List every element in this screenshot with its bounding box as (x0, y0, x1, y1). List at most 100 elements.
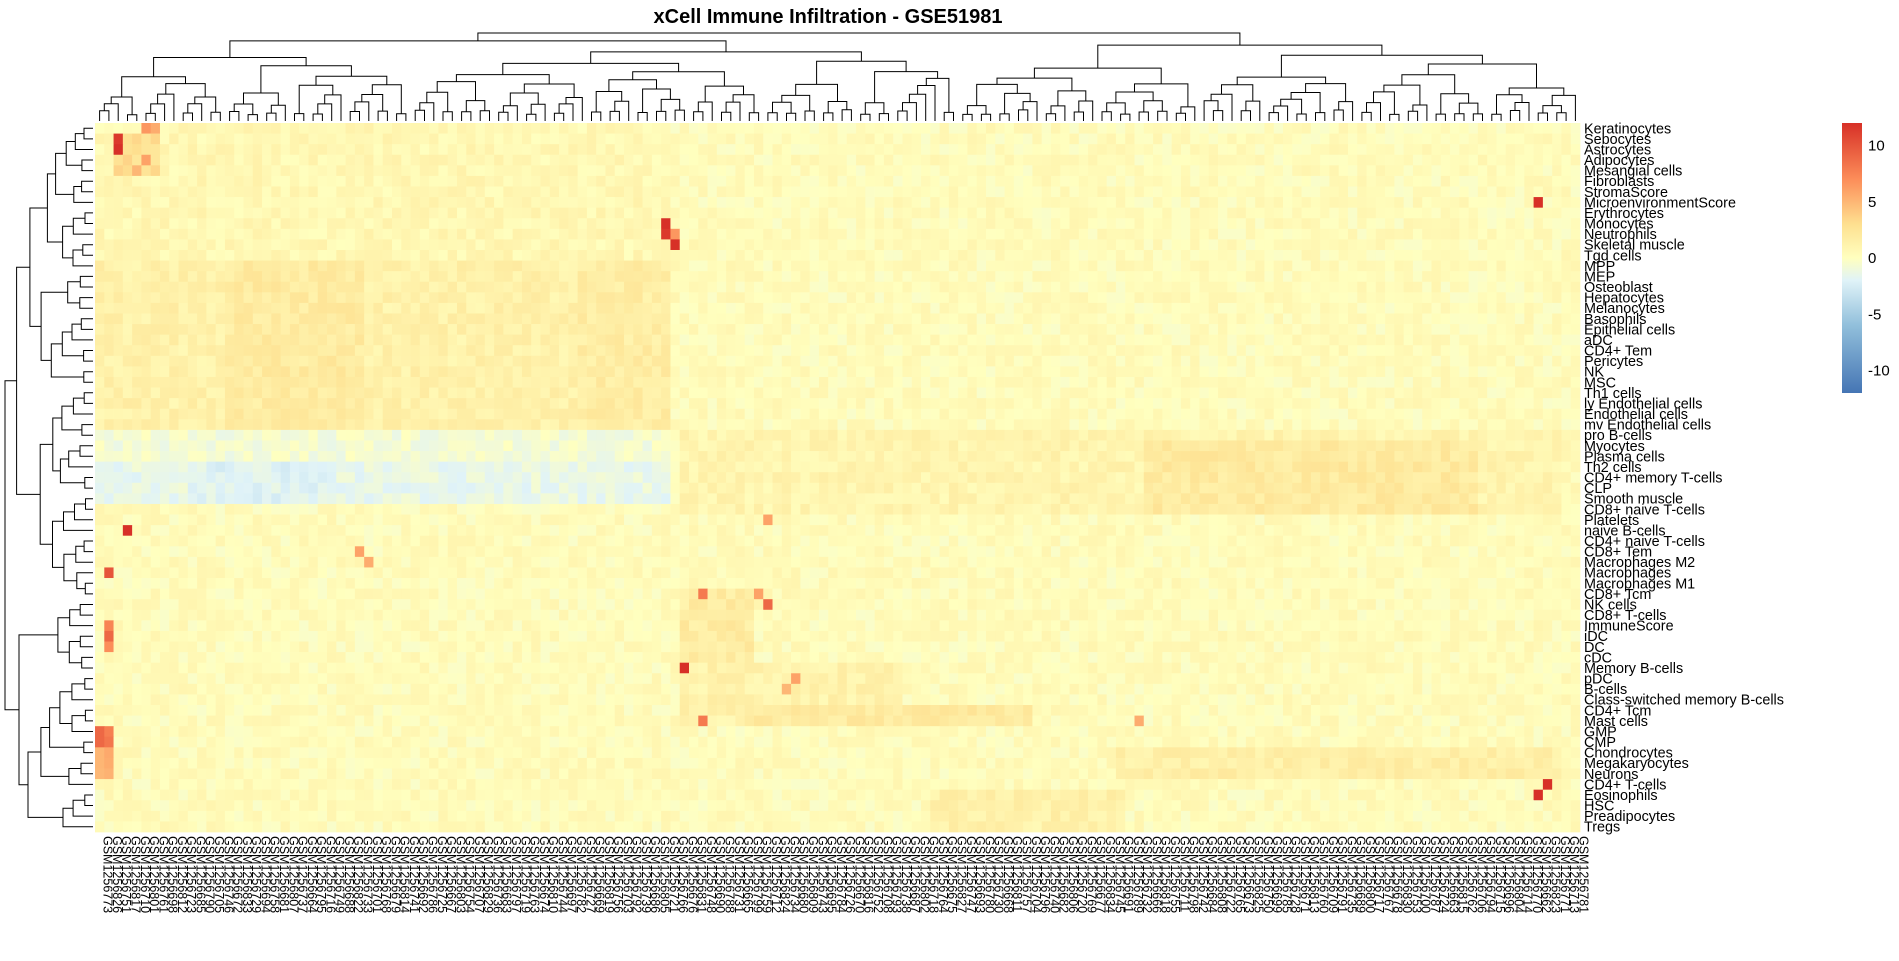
heatmap-cell (1190, 144, 1200, 156)
heatmap-cell (670, 154, 681, 166)
heatmap-cell (781, 144, 792, 156)
heatmap-cell (586, 387, 597, 399)
heatmap-cell (1180, 207, 1191, 219)
dendrogram-branch (210, 111, 221, 121)
heatmap-cell (1218, 334, 1228, 346)
heatmap-cell (1023, 292, 1033, 304)
heatmap-cell (1162, 218, 1172, 230)
heatmap-cell (707, 345, 718, 357)
heatmap-cell (1542, 249, 1553, 261)
heatmap-cell (856, 249, 866, 261)
heatmap-cell (828, 324, 838, 335)
heatmap-cell (670, 207, 681, 219)
heatmap-cell (1542, 324, 1553, 335)
heatmap-cell (1385, 302, 1395, 314)
heatmap-cell (1515, 355, 1525, 367)
heatmap-cell (921, 186, 931, 198)
heatmap-cell (540, 260, 551, 272)
heatmap-cell (206, 324, 217, 335)
heatmap-cell (948, 218, 959, 230)
heatmap-cell (392, 175, 402, 187)
heatmap-cell (354, 324, 365, 335)
heatmap-cell (1023, 355, 1033, 367)
dendrogram-branch (75, 545, 93, 563)
heatmap-cell (661, 123, 671, 134)
heatmap-cell (1403, 398, 1414, 410)
heatmap-cell (354, 218, 365, 230)
heatmap-cell (651, 324, 662, 335)
heatmap-cell (716, 334, 727, 346)
heatmap-cell (1069, 292, 1080, 304)
heatmap-cell (234, 175, 244, 187)
heatmap-cell (150, 387, 161, 399)
dendrogram-branch (748, 112, 760, 121)
heatmap-cell (633, 408, 643, 420)
heatmap-cell (763, 408, 773, 420)
heatmap-cell (494, 186, 504, 198)
heatmap-cell (280, 165, 291, 177)
heatmap-cell (1320, 387, 1330, 399)
heatmap-cell (1292, 387, 1302, 399)
heatmap-cell (902, 387, 913, 399)
heatmap-cell (1162, 144, 1172, 156)
heatmap-cell (215, 144, 226, 156)
heatmap-cell (95, 144, 105, 156)
heatmap-cell (1375, 302, 1386, 314)
heatmap-cell (902, 165, 913, 177)
heatmap-cell (521, 133, 532, 145)
heatmap-cell (995, 228, 1005, 240)
heatmap-cell (1190, 123, 1200, 134)
heatmap-cell (466, 175, 476, 187)
heatmap-cell (1515, 366, 1525, 378)
heatmap-cell (1422, 355, 1432, 367)
heatmap-cell (1069, 207, 1080, 219)
heatmap-cell (689, 165, 699, 177)
heatmap-cell (948, 133, 959, 145)
heatmap-cell (354, 376, 365, 388)
heatmap-cell (874, 249, 885, 261)
heatmap-cell (364, 387, 374, 399)
heatmap-cell (1273, 228, 1284, 240)
heatmap-cell (1477, 228, 1488, 240)
heatmap-cell (1255, 207, 1265, 219)
heatmap-cell (1440, 302, 1451, 314)
heatmap-cell (1487, 387, 1497, 399)
heatmap-cell (1264, 260, 1275, 272)
heatmap-cell (1060, 302, 1070, 314)
heatmap-cell (1208, 398, 1219, 410)
heatmap-cell (1227, 408, 1237, 420)
heatmap-cell (1450, 165, 1460, 177)
heatmap-cell (1097, 239, 1108, 251)
heatmap-cell (521, 144, 532, 156)
heatmap-cell (419, 313, 430, 325)
heatmap-cell (568, 281, 578, 293)
dendrogram-branch (72, 249, 93, 267)
heatmap-cell (744, 324, 755, 335)
heatmap-cell (559, 186, 569, 198)
heatmap-cell (540, 144, 551, 156)
heatmap-cell (707, 228, 718, 240)
heatmap-cell (930, 165, 940, 177)
heatmap-cell (521, 271, 532, 283)
heatmap-cell (197, 313, 207, 325)
heatmap-cell (883, 271, 894, 283)
heatmap-cell (633, 345, 643, 357)
heatmap-cell (419, 218, 430, 230)
heatmap-cell (948, 429, 959, 441)
heatmap-cell (419, 239, 430, 251)
heatmap-cell (1171, 292, 1182, 304)
heatmap-cell (921, 218, 931, 230)
heatmap-cell (624, 197, 634, 208)
heatmap-cell (1060, 186, 1070, 198)
heatmap-cell (327, 154, 337, 166)
heatmap-cell (206, 133, 217, 145)
heatmap-cell (1505, 228, 1516, 240)
heatmap-cell (132, 133, 142, 145)
heatmap-cell (364, 123, 374, 134)
heatmap-cell (1385, 239, 1395, 251)
heatmap-cell (1236, 376, 1247, 388)
heatmap-cell (336, 408, 346, 420)
heatmap-cell (837, 175, 848, 187)
heatmap-cell (577, 154, 588, 166)
heatmap-cell (475, 376, 486, 388)
